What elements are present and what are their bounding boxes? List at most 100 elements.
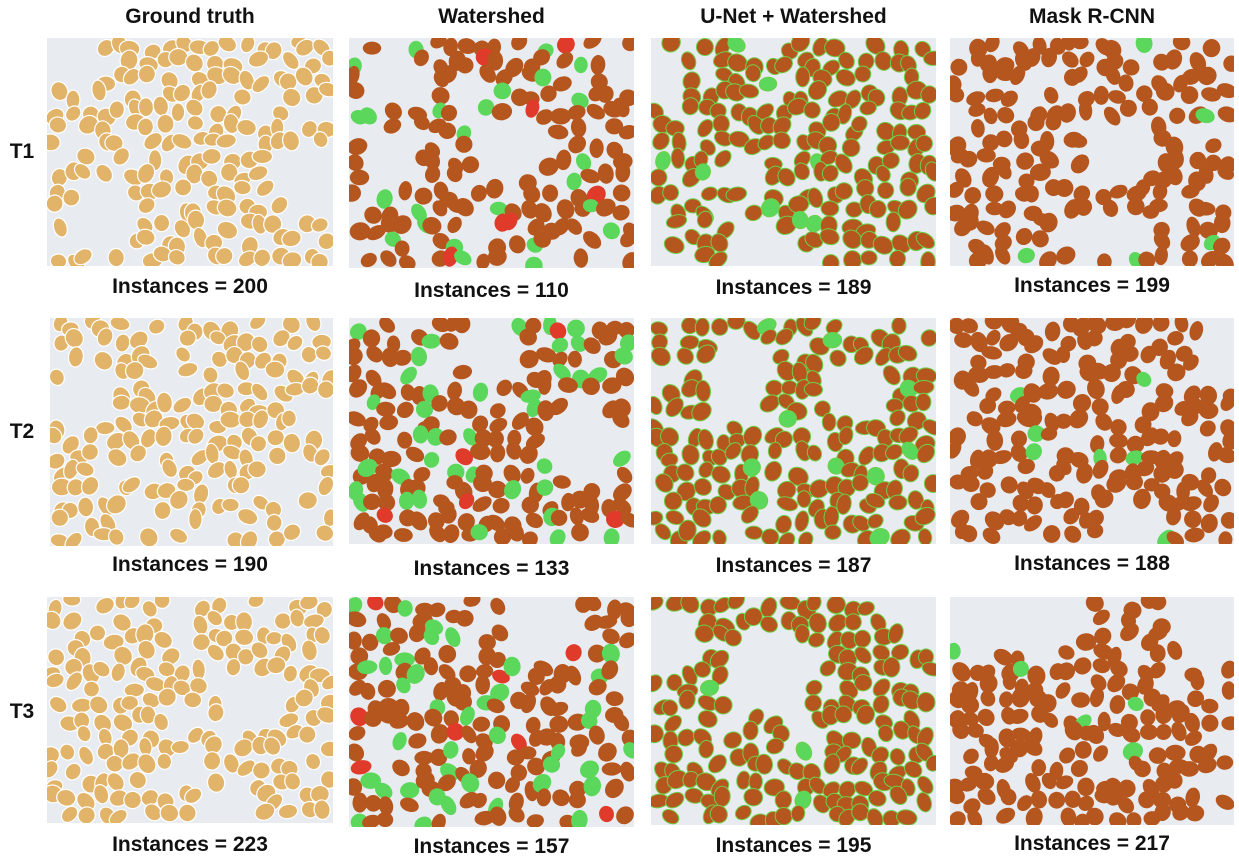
seed: [505, 776, 520, 793]
seed: [439, 333, 459, 350]
seed: [697, 710, 718, 728]
seed: [75, 461, 95, 478]
seed: [997, 163, 1012, 180]
seed: [1200, 250, 1220, 266]
seed: [1181, 473, 1200, 491]
seed: [1074, 741, 1092, 759]
seed: [532, 773, 552, 793]
seed: [349, 411, 366, 427]
seed: [1166, 507, 1182, 526]
seed: [1149, 198, 1168, 213]
seed: [724, 442, 742, 460]
seed: [950, 204, 966, 222]
seed: [742, 458, 761, 477]
seed: [1201, 698, 1219, 714]
seed: [400, 366, 417, 385]
seed: [777, 480, 797, 500]
image-t2-ground-truth: [50, 318, 333, 546]
seed: [1024, 48, 1041, 67]
seed: [580, 760, 599, 779]
seed: [707, 754, 727, 774]
seed: [93, 350, 114, 371]
image-t3-unet-watershed: [651, 597, 936, 825]
seed: [744, 64, 762, 83]
seed: [313, 625, 331, 645]
seed: [461, 156, 480, 174]
seed: [1199, 420, 1216, 437]
seed: [231, 475, 251, 495]
seed: [898, 426, 919, 445]
seed: [665, 791, 685, 809]
seed: [654, 523, 672, 541]
seed: [1109, 695, 1126, 714]
seed: [790, 38, 811, 53]
seed: [469, 759, 487, 778]
seed: [765, 379, 784, 397]
seed: [50, 368, 65, 387]
seed: [1148, 747, 1167, 764]
seed: [462, 748, 476, 765]
seed: [73, 248, 93, 266]
seed: [869, 528, 890, 544]
seed: [1012, 494, 1029, 512]
seed: [1074, 813, 1090, 825]
seed: [890, 134, 911, 151]
seed: [521, 200, 538, 219]
seed: [64, 762, 82, 781]
seed: [595, 198, 616, 217]
seed: [284, 772, 302, 791]
seed: [281, 87, 302, 108]
seed: [977, 787, 996, 805]
seed: [92, 660, 111, 678]
seed: [476, 664, 494, 679]
seed: [803, 101, 821, 119]
seed: [996, 807, 1016, 824]
seed: [881, 152, 900, 170]
seed: [161, 458, 178, 479]
seed: [1010, 444, 1028, 463]
seed: [488, 726, 506, 745]
seed: [678, 519, 697, 542]
seed: [1103, 106, 1121, 126]
seed: [999, 509, 1017, 526]
seed: [984, 38, 1000, 53]
seed: [297, 491, 318, 510]
seed: [854, 65, 872, 83]
seed: [678, 689, 696, 710]
seed: [171, 132, 193, 150]
seed: [1085, 597, 1104, 612]
seed: [1064, 199, 1082, 219]
seed-field: [349, 318, 634, 544]
seed-field: [651, 38, 936, 266]
seed: [112, 147, 131, 166]
seed: [1062, 51, 1079, 68]
image-t1-ground-truth: [47, 38, 333, 266]
seed: [662, 184, 680, 202]
seed: [1155, 703, 1173, 724]
seed: [924, 196, 936, 216]
seed: [364, 428, 381, 445]
seed: [349, 169, 370, 186]
seed: [1009, 65, 1026, 86]
seed: [382, 642, 401, 656]
seed: [157, 687, 177, 707]
seed: [178, 329, 197, 347]
seed: [400, 797, 419, 813]
seed: [77, 496, 95, 518]
seed: [379, 318, 395, 333]
seed: [1064, 720, 1083, 741]
seed: [1185, 730, 1202, 746]
seed: [431, 318, 451, 333]
seed: [268, 446, 287, 466]
seed: [281, 409, 297, 428]
seed: [1056, 458, 1072, 475]
seed: [362, 41, 382, 55]
image-t3-watershed: [349, 597, 634, 827]
seed: [479, 64, 497, 83]
seed: [1182, 68, 1201, 85]
seed: [263, 736, 282, 756]
seed: [1106, 474, 1127, 493]
seed: [963, 798, 981, 815]
seed: [1078, 795, 1095, 812]
seed: [1153, 231, 1171, 250]
